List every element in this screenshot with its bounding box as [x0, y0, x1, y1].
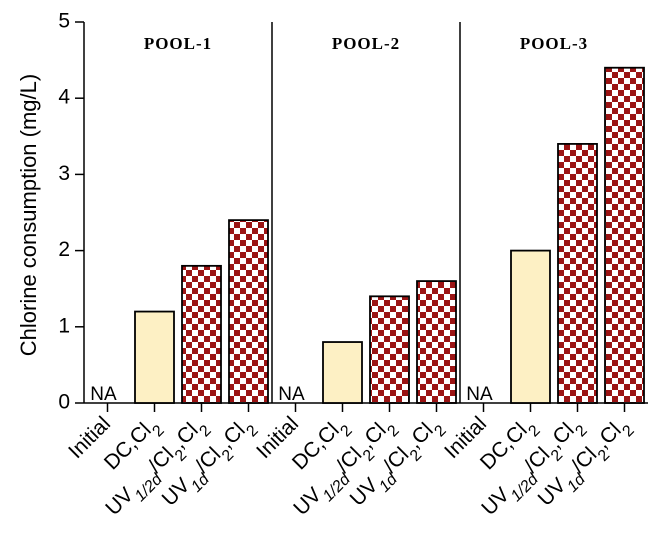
bar [322, 341, 363, 404]
y-tick-label: 4 [58, 86, 70, 109]
bar [604, 66, 645, 404]
pool-title: POOL-2 [332, 34, 400, 53]
bar [134, 310, 175, 404]
pool-title: POOL-3 [520, 34, 588, 53]
bar [228, 219, 269, 404]
bar [557, 143, 598, 404]
y-tick-label: 0 [58, 391, 70, 414]
na-label: NA [90, 384, 117, 405]
y-tick-label: 5 [58, 10, 70, 33]
y-tick-label: 1 [58, 314, 70, 337]
bar [369, 295, 410, 404]
na-label: NA [278, 384, 305, 405]
bar [510, 249, 551, 404]
y-tick-label: 2 [58, 238, 70, 261]
y-axis-label: Chlorine consumption (mg/L) [16, 74, 41, 356]
bar [181, 264, 222, 404]
na-label: NA [466, 384, 493, 405]
bar [416, 280, 457, 404]
pool-title: POOL-1 [144, 34, 212, 53]
plot-area: 012345POOL-1NAInitialDC,Cl2UV1/2d/Cl2,Cl… [58, 10, 648, 520]
y-tick-label: 3 [58, 162, 70, 185]
